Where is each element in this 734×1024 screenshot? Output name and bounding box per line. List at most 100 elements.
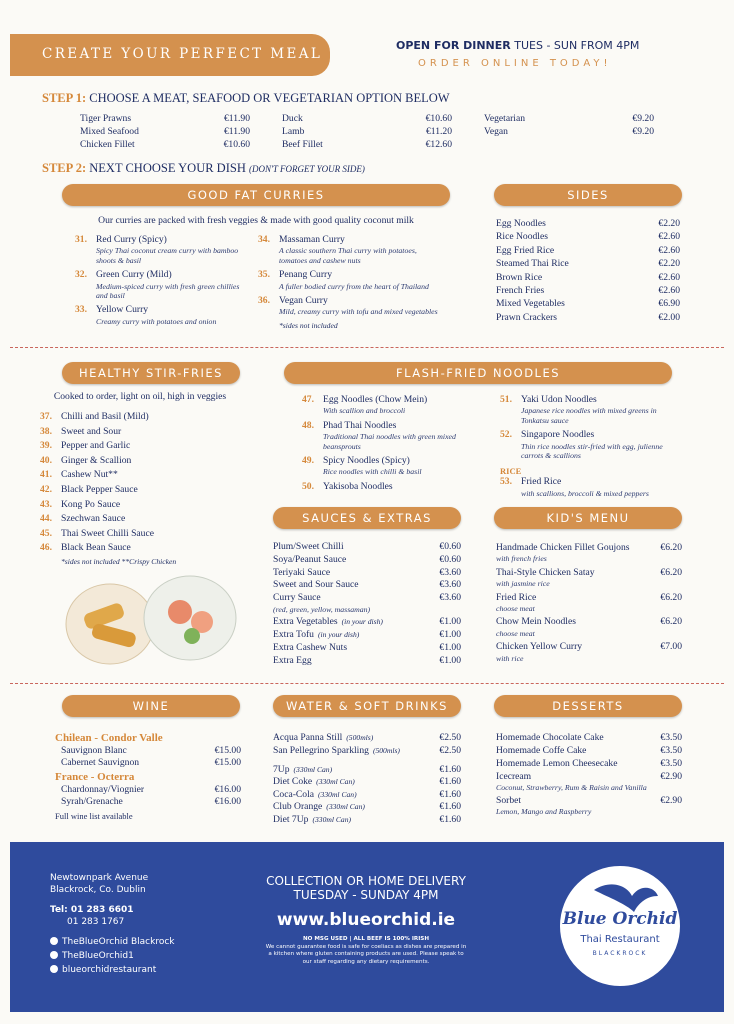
item-line: Chardonnay/Viognier €16.00 (61, 784, 241, 796)
item-name: Chow Mein Noodles (496, 616, 576, 628)
item-name: Teriyaki Sauce (273, 566, 331, 578)
item-line: Handmade Chicken Fillet Goujons €6.20 (496, 542, 682, 554)
item-name: Rice Noodles (496, 231, 548, 243)
item-line: Fried Rice (521, 476, 680, 488)
item-price: €10.60 (425, 113, 452, 124)
item-price: €2.20 (658, 218, 680, 229)
divider (10, 683, 724, 684)
item-number: 31. (75, 234, 87, 245)
item-line: Spicy Noodles (Spicy) (323, 455, 492, 467)
section-note: Full wine list available (55, 810, 133, 821)
wine-region: Chilean - Condor Valle (55, 732, 163, 744)
item-body: Yakisoba Noodles (323, 481, 492, 493)
menu-item: 39. Pepper and Garlic (40, 440, 240, 452)
item-price: €11.20 (425, 125, 452, 137)
item-name: Vegan Curry (279, 295, 328, 307)
item-body: Penang Curry A fuller bodied curry from t… (279, 269, 443, 293)
menu-item: Vegetarian €9.20 (484, 113, 654, 125)
item-body: Ginger & Scallion (61, 455, 240, 467)
footer-contact: Newtownpark Avenue Blackrock, Co. Dublin T… (50, 873, 220, 977)
menu-item: 44. Szechwan Sauce (40, 513, 240, 525)
item-desc: Creamy curry with potatoes and onion (96, 316, 217, 326)
item-price: €3.50 (660, 744, 682, 756)
item-body: Thai Sweet Chilli Sauce (61, 528, 240, 540)
item-desc: With scallion and broccoli (323, 406, 406, 416)
menu-item: 32. Green Curry (Mild) Medium-spiced curry… (75, 269, 250, 302)
menu-item: 42. Black Pepper Sauce (40, 484, 240, 496)
item-list: 34. Massaman Curry A classic southern Thai… (258, 234, 443, 330)
item-name: Diet 7Up (273, 813, 309, 825)
item-list: 47. Egg Noodles (Chow Mein) With scallion … (302, 394, 492, 495)
menu-item: 43. Kong Po Sauce (40, 499, 240, 511)
item-sub: (500mls) (346, 733, 374, 742)
item-line: Cashew Nut** (61, 469, 240, 481)
item-line: Yaki Udon Noodles (521, 394, 680, 406)
item-body: Vegan Curry Mild, creamy curry with tofu … (279, 295, 443, 319)
section-title: FLASH-FRIED NOODLES (284, 362, 672, 384)
item-body: Yaki Udon Noodles Japanese rice noodles w… (521, 394, 680, 427)
item-line: Extra Tofu (in your dish) €1.00 (273, 629, 461, 641)
wine-region: France - Octerra (55, 770, 135, 783)
logo-name: Blue Orchid (562, 909, 678, 929)
item-price: €9.20 (632, 125, 654, 137)
item-number: 47. (302, 394, 314, 405)
item-body: Chilli and Basil (Mild) (61, 411, 240, 423)
item-name: Coca-Cola (273, 788, 315, 800)
menu-item: Rice Noodles €2.60 (496, 231, 680, 243)
item-line: Sweet and Sour (61, 426, 240, 438)
menu-item: 35. Penang Curry A fuller bodied curry fro… (258, 269, 443, 293)
menu-item: 45. Thai Sweet Chilli Sauce (40, 528, 240, 540)
address-line: Newtownpark Avenue (50, 873, 149, 883)
item-body: Fried Rice €6.20 choose meat (496, 592, 682, 616)
item-line: Extra Vegetables (in your dish) €1.00 (273, 616, 461, 628)
menu-item: Teriyaki Sauce €3.60 (273, 567, 461, 579)
item-line: Chilli and Basil (Mild) (61, 411, 240, 423)
item-price: €2.60 (658, 244, 680, 256)
item-line: Chicken Yellow Curry €7.00 (496, 641, 682, 653)
item-name: Club Orange (273, 801, 323, 813)
social-icon (50, 937, 58, 945)
footer-center: COLLECTION OR HOME DELIVERY TUESDAY - SUN… (246, 874, 486, 966)
item-body: Extra Vegetables (in your dish) €1.00 (273, 616, 461, 628)
menu-item: 33. Yellow Curry Creamy curry with potatoe… (75, 304, 250, 328)
item-name: Homemade Lemon Cheesecake (496, 757, 618, 769)
item-name: Syrah/Grenache (61, 796, 123, 808)
item-number: 38. (40, 425, 52, 437)
item-price: €6.20 (660, 591, 682, 603)
item-price: €2.90 (660, 795, 682, 807)
item-number: 50. (302, 480, 314, 492)
item-name: Ginger & Scallion (61, 454, 132, 466)
item-price: €11.90 (223, 113, 250, 124)
menu-item: Homemade Chocolate Cake €3.50 (496, 732, 682, 744)
item-body: Extra Tofu (in your dish) €1.00 (273, 629, 461, 641)
menu-item: Duck €10.60 (282, 113, 452, 125)
item-body: Phad Thai Noodles Traditional Thai noodle… (323, 420, 492, 453)
disclaimer: We cannot guarantee food is safe for coe… (265, 944, 467, 965)
item-line: Yakisoba Noodles (323, 481, 492, 493)
social-icon (50, 965, 58, 973)
item-line: Rice Noodles €2.60 (496, 231, 680, 243)
item-line: Green Curry (Mild) (96, 269, 250, 281)
item-body: Sweet and Sour Sauce €3.60 (273, 579, 461, 591)
item-name: Green Curry (Mild) (96, 269, 172, 281)
item-line: Massaman Curry (279, 234, 443, 246)
menu-item: Soya/Peanut Sauce €0.60 (273, 554, 461, 566)
step1: STEP 1: CHOOSE A MEAT, SEAFOOD OR VEGETA… (42, 91, 450, 106)
item-number: 45. (40, 527, 52, 539)
item-name: Chilli and Basil (Mild) (61, 411, 149, 422)
item-body: Beef Fillet €12.60 (282, 139, 452, 151)
item-body: Lamb €11.20 (282, 126, 452, 138)
intro-text: Our curries are packed with fresh veggie… (98, 215, 414, 226)
item-body: Chicken Fillet €10.60 (80, 139, 250, 151)
step-label: STEP 2: (42, 161, 87, 175)
item-price: €12.60 (425, 138, 452, 150)
item-name: Handmade Chicken Fillet Goujons (496, 542, 630, 553)
item-name: Penang Curry (279, 269, 333, 281)
section-title: WATER & SOFT DRINKS (273, 695, 461, 717)
item-line: Lamb €11.20 (282, 126, 452, 138)
item-price: €2.20 (658, 258, 680, 270)
item-name: Icecream (496, 770, 532, 782)
item-body: Tiger Prawns €11.90 (80, 113, 250, 125)
item-desc: Coconut, Strawberry, Rum & Raisin and Va… (496, 783, 647, 793)
section-title: DESSERTS (494, 695, 682, 717)
